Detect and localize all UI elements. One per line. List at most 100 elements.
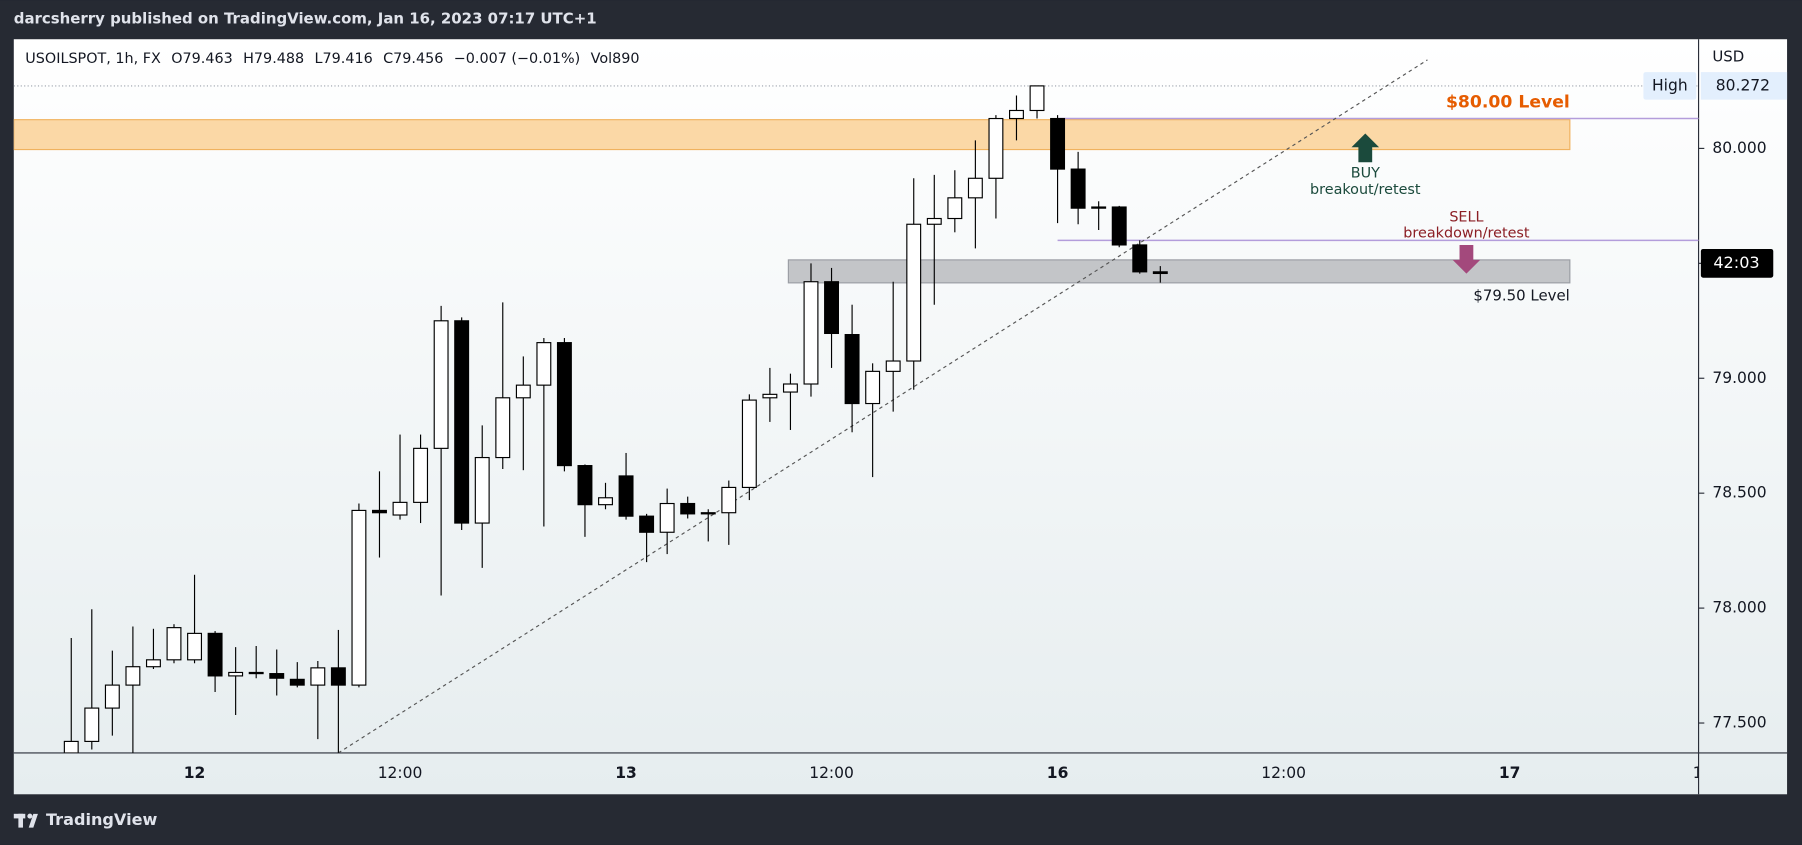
candle-body [392, 501, 408, 516]
candle-body [988, 117, 1004, 179]
candle-body [865, 370, 881, 405]
candle-body [803, 281, 819, 385]
x-tick-label: 17 [1499, 764, 1521, 782]
candle-body [844, 334, 860, 405]
legend-close: C79.456 [383, 51, 443, 67]
legend-symbol: USOILSPOT, 1h, FX [25, 51, 161, 67]
candle-body [515, 384, 531, 399]
candle-body [885, 360, 901, 372]
candle-body [598, 497, 613, 506]
x-tick-label: 12:00 [1693, 764, 1738, 782]
countdown-badge [1700, 248, 1774, 278]
candle-body [166, 627, 182, 661]
countdown-label: 42:03 [1713, 253, 1759, 272]
candle-body [84, 707, 100, 742]
candle-body [556, 342, 572, 467]
candle-body [762, 393, 778, 399]
x-tick-label: 12:00 [1261, 764, 1306, 782]
candle-body [700, 512, 716, 515]
candle-body [269, 673, 285, 679]
y-tick-label: 79.000 [1712, 369, 1766, 387]
candle-body [947, 197, 963, 220]
zone-label: $80.00 Level [1446, 92, 1570, 112]
candle-body [1050, 117, 1066, 170]
zone-label: $79.50 Level [1473, 287, 1569, 305]
zone [787, 259, 1571, 284]
candle-body [228, 671, 244, 677]
legend: USOILSPOT, 1h, FX O79.463 H79.488 L79.416 C7… [25, 51, 639, 67]
annotation-text: breakout/retest [1310, 182, 1421, 198]
legend-open: O79.463 [171, 51, 233, 67]
candle-body [104, 684, 120, 709]
candle-body [330, 667, 346, 686]
candle-body [536, 342, 552, 386]
candle-body [741, 399, 757, 489]
candle-body [474, 456, 490, 524]
candle-body [1132, 244, 1148, 273]
plot: $80.00 Level $79.50 Level BUYbreakout/rete… [13, 59, 1699, 753]
legend-high: H79.488 [243, 51, 304, 67]
y-tick-label: 80.000 [1712, 139, 1766, 157]
candle-body [125, 666, 141, 686]
candle-body [1111, 206, 1127, 246]
x-tick-label: 12:00 [809, 764, 854, 782]
high-badge [1643, 72, 1697, 100]
y-tick-label: 78.500 [1712, 484, 1766, 502]
candle-body [782, 383, 798, 393]
annotation-text: SELL [1449, 209, 1483, 225]
candle-body [413, 447, 429, 503]
time-axis: 12 12:00 13 12:00 16 12:00 17 12:00 [184, 764, 1738, 782]
candle-body [680, 502, 696, 515]
high-price-badge [1700, 72, 1788, 100]
candle-body [187, 632, 203, 661]
x-tick-label: 12 [184, 764, 206, 782]
candle-body [721, 486, 737, 514]
publisher-line: darcsherry published on TradingView.com,… [14, 10, 597, 28]
candle-body [63, 740, 79, 753]
legend-volume: Vol890 [591, 51, 640, 67]
y-tick-label: 78.000 [1712, 599, 1766, 617]
candle-body [372, 509, 387, 514]
candle-body [639, 515, 655, 533]
candle-body [967, 177, 983, 199]
candle-body [207, 632, 223, 677]
trendline [338, 59, 1428, 753]
candle-body [433, 320, 449, 449]
axis-unit: USD [1712, 48, 1744, 66]
y-tick-label: 77.500 [1712, 714, 1766, 732]
candle-body [495, 397, 511, 459]
candle-body [618, 475, 634, 517]
high-badge-label: High [1652, 76, 1688, 94]
candle-body [454, 320, 470, 524]
chart-area [13, 39, 1788, 795]
candle-body [310, 667, 326, 686]
candle-body [577, 465, 593, 506]
logo-part [28, 813, 38, 828]
annotation-text: breakdown/retest [1403, 225, 1530, 241]
legend-low: L79.416 [315, 51, 373, 67]
candle-body [824, 281, 840, 335]
candle-body [926, 217, 942, 225]
annotation-arrow [1452, 244, 1481, 274]
candle-body [351, 509, 367, 686]
zone [13, 119, 1571, 151]
annotation-text: BUY [1351, 166, 1380, 182]
x-tick-label: 12:00 [378, 764, 423, 782]
candle-body [906, 223, 922, 362]
brand: TradingView [46, 810, 158, 829]
price-axis: 77.50078.00078.50079.00079.50080.000High… [1643, 72, 1788, 732]
high-price-label: 80.272 [1716, 76, 1770, 94]
legend-change: −0.007 (−0.01%) [454, 51, 581, 67]
candle-body [1070, 168, 1086, 209]
candle-body [289, 678, 305, 686]
brand-logo [13, 813, 38, 828]
x-tick-label: 16 [1047, 764, 1069, 782]
logo-part [27, 813, 33, 819]
candle-body [1009, 109, 1024, 120]
annotation-arrow [1351, 133, 1380, 163]
logo-part [18, 813, 23, 828]
candle-body [1029, 85, 1045, 112]
candle-body [248, 671, 264, 675]
